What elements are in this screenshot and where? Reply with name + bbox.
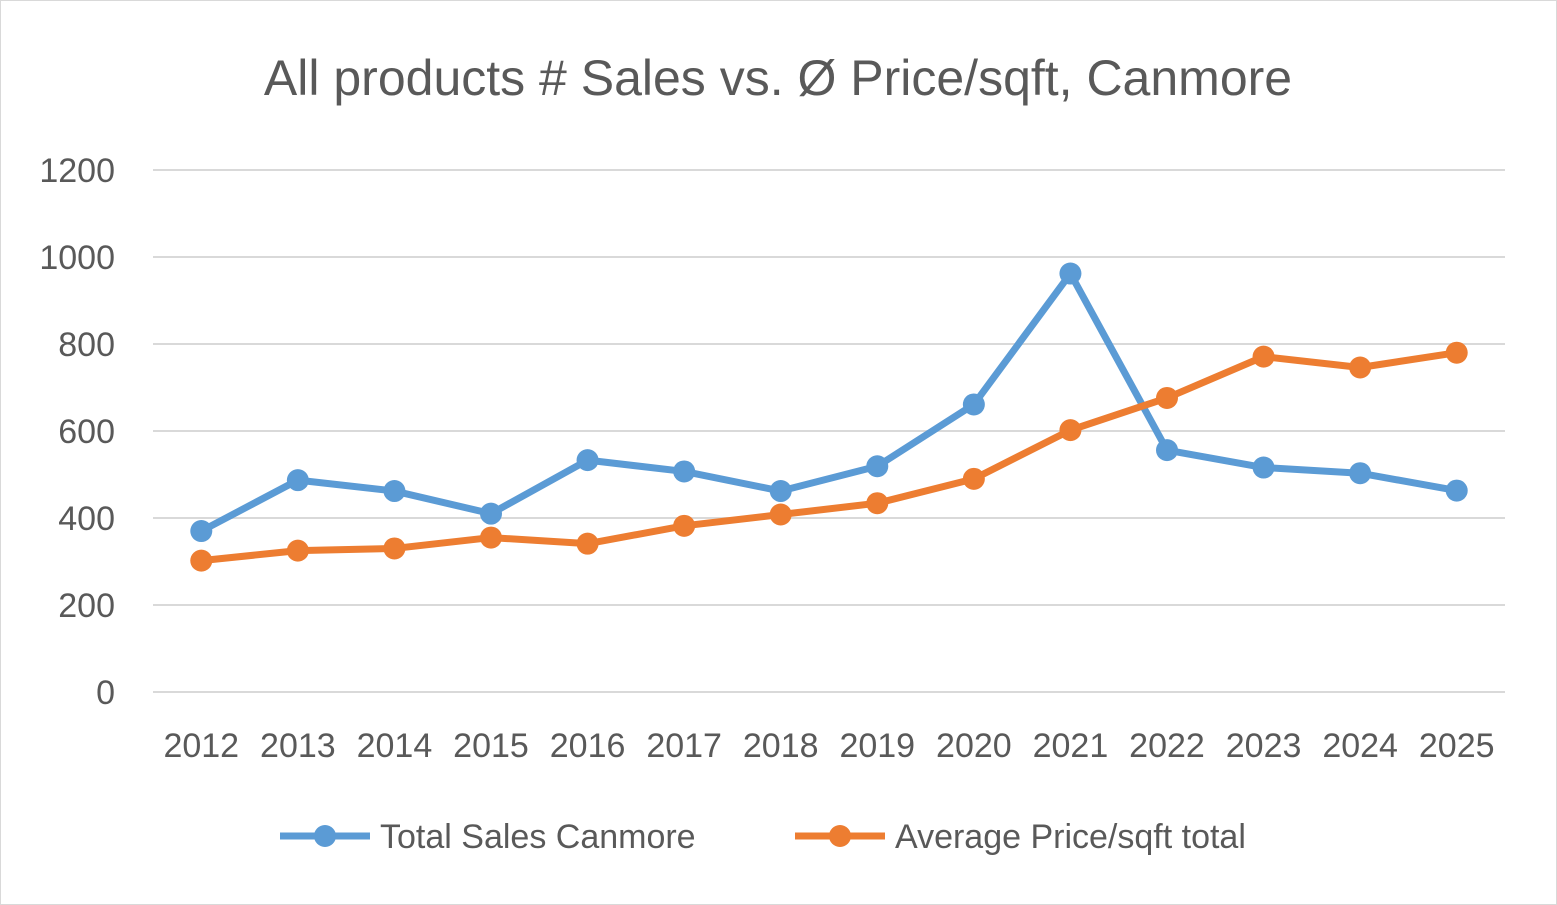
data-point <box>286 469 309 492</box>
data-point <box>1252 345 1275 368</box>
data-point <box>1349 356 1372 379</box>
data-point <box>769 503 792 526</box>
x-tick-label: 2012 <box>163 727 239 765</box>
data-point <box>576 449 599 472</box>
y-tick-label: 0 <box>96 674 115 712</box>
data-point <box>673 514 696 537</box>
data-point <box>1445 341 1468 364</box>
data-point <box>866 455 889 478</box>
data-point <box>769 480 792 503</box>
legend-marker <box>829 825 851 847</box>
data-point <box>962 393 985 416</box>
data-point <box>1156 386 1178 409</box>
y-tick-label: 1000 <box>39 239 115 277</box>
legend: Total Sales Canmore Average Price/sqft to… <box>280 818 1246 856</box>
data-point <box>1156 439 1178 462</box>
chart-title: All products # Sales vs. Ø Price/sqft, C… <box>264 50 1292 106</box>
data-point <box>383 480 406 503</box>
data-point <box>286 539 309 562</box>
data-point <box>673 460 696 483</box>
legend-marker <box>314 825 336 847</box>
data-point <box>383 537 406 560</box>
x-tick-label: 2018 <box>743 727 819 765</box>
data-point <box>190 549 213 572</box>
y-tick-label: 1200 <box>39 152 115 190</box>
legend-item-0: Total Sales Canmore <box>280 818 696 856</box>
series <box>190 262 1468 572</box>
data-point <box>1059 262 1082 285</box>
x-tick-label: 2014 <box>357 727 433 765</box>
series-1 <box>190 341 1468 572</box>
series-line <box>197 349 1461 565</box>
x-axis-ticks: 2012 2013 2014 2015 2016 2017 2018 2019 2020 2021… <box>163 727 1494 765</box>
data-point <box>962 467 985 490</box>
data-point <box>866 492 889 515</box>
x-tick-label: 2024 <box>1322 727 1398 765</box>
x-tick-label: 2025 <box>1419 727 1495 765</box>
legend-label: Total Sales Canmore <box>380 818 696 856</box>
x-tick-label: 2016 <box>550 727 626 765</box>
y-tick-label: 200 <box>58 587 115 625</box>
x-tick-label: 2015 <box>453 727 529 765</box>
data-point <box>1349 462 1372 485</box>
data-point <box>576 532 599 555</box>
y-axis-ticks: 0 200 400 600 800 1000 1200 <box>39 152 115 712</box>
data-point <box>480 502 502 525</box>
y-tick-label: 800 <box>58 326 115 364</box>
legend-label: Average Price/sqft total <box>895 818 1246 856</box>
data-point <box>480 526 502 549</box>
series-line <box>197 270 1461 535</box>
gridlines <box>153 169 1505 693</box>
y-tick-label: 400 <box>58 500 115 538</box>
x-tick-label: 2022 <box>1129 727 1205 765</box>
x-tick-label: 2021 <box>1033 727 1109 765</box>
series-0 <box>190 262 1468 543</box>
data-point <box>1252 456 1275 479</box>
x-tick-label: 2019 <box>839 727 915 765</box>
data-point <box>1445 479 1468 502</box>
data-point <box>1059 419 1082 442</box>
legend-item-1: Average Price/sqft total <box>795 818 1246 856</box>
x-tick-label: 2020 <box>936 727 1012 765</box>
x-tick-label: 2017 <box>646 727 722 765</box>
x-tick-label: 2013 <box>260 727 336 765</box>
y-tick-label: 600 <box>58 413 115 451</box>
x-tick-label: 2023 <box>1226 727 1302 765</box>
data-point <box>190 520 213 543</box>
